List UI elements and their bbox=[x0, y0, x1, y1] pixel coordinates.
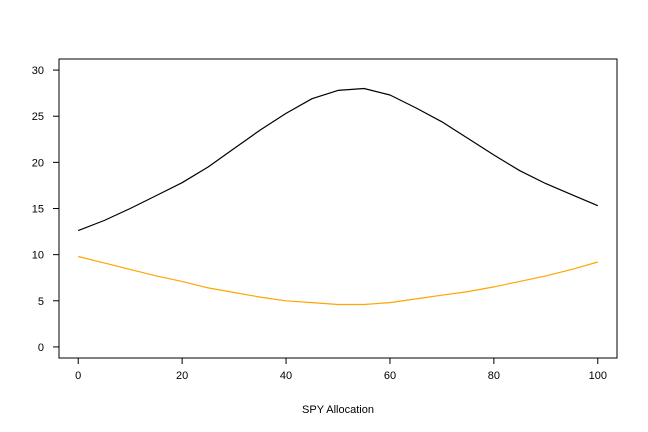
y-tick-label: 15 bbox=[32, 204, 44, 216]
x-tick-label: 80 bbox=[488, 370, 500, 382]
series-layer bbox=[77, 87, 599, 306]
x-axis: 0 20 40 60 80 100 bbox=[75, 358, 607, 382]
series-line-2 bbox=[78, 255, 598, 306]
x-axis-title: SPY Allocation bbox=[302, 404, 374, 416]
y-tick-label: 25 bbox=[32, 111, 44, 123]
x-tick-label: 0 bbox=[75, 370, 81, 382]
series-line-1 bbox=[77, 87, 599, 232]
y-tick-label: 30 bbox=[32, 65, 44, 77]
y-axis: 0 5 10 15 20 25 30 bbox=[32, 65, 59, 354]
y-tick-label: 20 bbox=[32, 157, 44, 169]
y-tick-label: 5 bbox=[38, 296, 44, 308]
y-tick-label: 10 bbox=[32, 250, 44, 262]
x-tick-label: 20 bbox=[176, 370, 188, 382]
x-tick-label: 60 bbox=[384, 370, 396, 382]
x-tick-label: 40 bbox=[280, 370, 292, 382]
plot-frame bbox=[58, 58, 618, 359]
y-tick-label: 0 bbox=[38, 342, 44, 354]
x-tick-label: 100 bbox=[589, 370, 607, 382]
